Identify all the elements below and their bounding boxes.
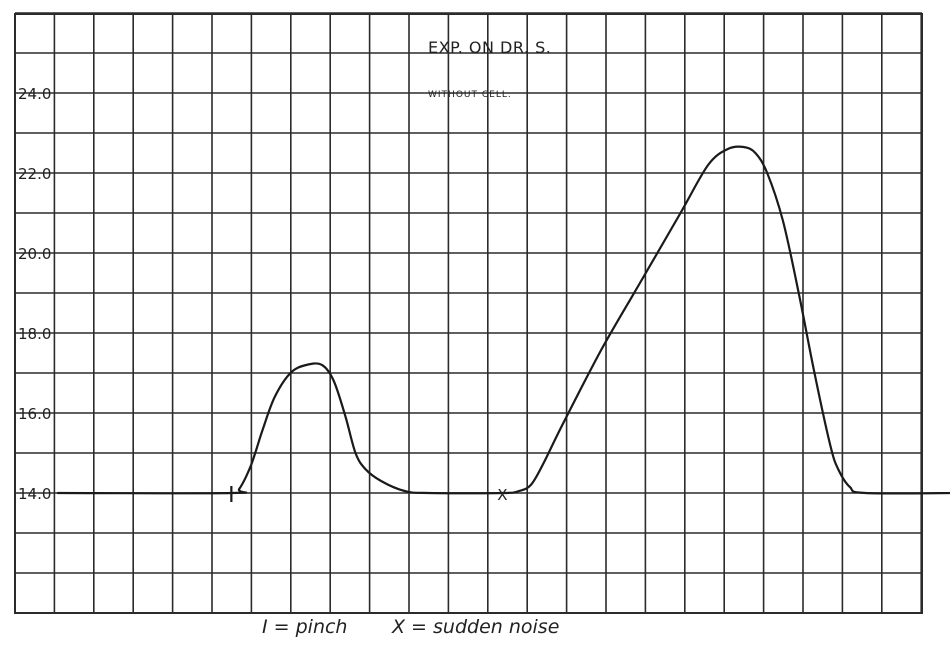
y-tick-label: 14.0	[18, 485, 51, 503]
y-tick-label: 24.0	[18, 85, 51, 103]
chart-subtitle: WITHOUT CELL.	[428, 90, 512, 100]
y-tick-label: 20.0	[18, 245, 51, 263]
sudden-noise-marker: X	[497, 486, 507, 504]
grid	[14, 12, 923, 614]
y-tick-label: 22.0	[18, 165, 51, 183]
annotations: X	[230, 486, 508, 504]
chart-title: EXP. ON DR. S.	[428, 38, 551, 57]
series-line	[56, 145, 950, 495]
y-axis-ticks: 14.0 16.0 18.0 20.0 22.0 24.0	[18, 85, 51, 503]
legend-pinch: I = pinch	[262, 616, 348, 638]
y-tick-label: 18.0	[18, 325, 51, 343]
plot-frame	[14, 13, 923, 614]
legend-sudden-noise: X = sudden noise	[392, 616, 560, 638]
y-tick-label: 16.0	[18, 405, 51, 423]
